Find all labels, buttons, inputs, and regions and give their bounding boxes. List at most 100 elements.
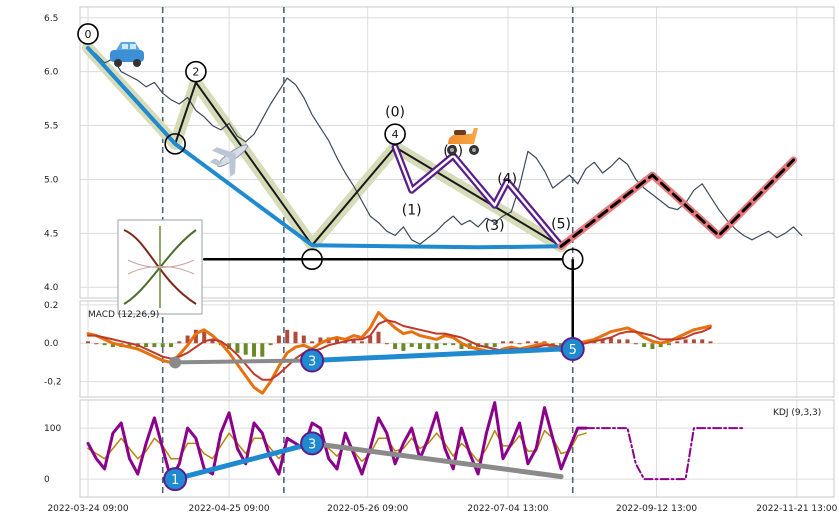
macd-histogram-bar — [110, 343, 115, 348]
panel-frames — [79, 6, 835, 498]
macd-wave-label: 5 — [569, 343, 577, 358]
kdj-gray-divergence — [309, 440, 564, 480]
x-tick-label: 2022-11-21 13:00 — [756, 504, 837, 514]
axis-ticks: 2022-03-24 09:00 2022-04-25 09:00 2022-05-… — [44, 14, 838, 514]
macd-histogram-bar — [301, 335, 306, 344]
macd-histogram-bar — [683, 339, 688, 344]
macd-histogram-bar — [169, 343, 173, 348]
macd-histogram-bar — [633, 343, 638, 345]
forecast-line — [559, 158, 795, 248]
macd-histogram-bar — [252, 343, 256, 357]
panel-frame — [79, 399, 835, 498]
macd-histogram-bar — [608, 337, 613, 344]
macd-histogram-bar — [600, 339, 605, 344]
y-tick-label: -0.2 — [44, 378, 62, 388]
macd-histogram-bar — [243, 343, 248, 355]
macd-wave-marker — [560, 337, 585, 361]
y-tick-label: 0.0 — [44, 339, 59, 349]
macd-histogram-bar — [152, 343, 157, 348]
wave-label: (1) — [402, 203, 422, 219]
panel-frame — [79, 300, 835, 398]
macd-histogram-bar — [376, 331, 381, 344]
y-tick-label: 5.5 — [44, 122, 58, 132]
macd-histogram-bar — [691, 339, 696, 344]
macd-panel — [86, 311, 713, 395]
macd-histogram-bar — [501, 341, 505, 344]
macd-histogram-bar — [675, 341, 680, 344]
y-tick-label: 4.5 — [44, 229, 58, 239]
macd-histogram-bar — [384, 343, 389, 345]
wave-label-circle — [384, 123, 406, 145]
y-tick-label: 6.0 — [44, 68, 59, 78]
macd-histogram-bar — [426, 343, 431, 349]
wave-label: (5) — [551, 217, 571, 233]
macd-histogram-bar — [492, 343, 497, 348]
wave-marker — [301, 248, 323, 271]
macd-histogram-bar — [650, 343, 655, 349]
macd-histogram-bar — [534, 341, 539, 344]
kdj-wave-label: 1 — [171, 473, 179, 488]
macd-histogram-bar — [667, 343, 671, 346]
macd-signal-line — [87, 319, 712, 381]
macd-histogram-bar — [268, 343, 273, 346]
scooter-icon — [447, 128, 479, 155]
macd-line — [86, 311, 712, 395]
macd-histogram-bar — [525, 341, 530, 344]
macd-title: MACD (12,26,9) — [88, 310, 159, 320]
wave-label-circle — [185, 60, 207, 83]
airplane-icon — [209, 144, 248, 177]
kdj-forecast-line — [585, 427, 745, 481]
macd-histogram-bar — [559, 343, 564, 348]
kdj-k-line — [87, 429, 587, 463]
inset-thumbnail — [117, 219, 203, 315]
x-tick-label: 2022-03-24 09:00 — [47, 504, 128, 514]
wave-label: 4 — [392, 128, 399, 141]
wave-label: (4) — [497, 171, 517, 187]
wave-marker — [561, 248, 584, 271]
macd-wave-marker — [300, 348, 325, 373]
macd-histogram-bar — [642, 343, 647, 348]
macd-histogram-bar — [368, 335, 373, 344]
macd-histogram-bar — [235, 343, 240, 353]
wave-label-circle — [77, 23, 99, 45]
macd-wave-label: 3 — [308, 355, 316, 370]
y-tick-label: 4.0 — [44, 283, 59, 293]
macd-histogram-bar — [409, 343, 414, 348]
macd-histogram-bar — [160, 343, 165, 348]
macd-histogram-bar — [285, 329, 290, 344]
macd-histogram-bar — [293, 331, 298, 344]
wave-label: (3) — [485, 218, 505, 234]
macd-histogram-bar — [484, 343, 489, 348]
macd-histogram-bar — [434, 343, 439, 349]
macd-histogram-bar — [418, 343, 422, 349]
kdj-wave-marker — [163, 467, 188, 492]
macd-histogram-bar — [617, 339, 622, 344]
x-tick-label: 2022-09-12 13:00 — [616, 504, 697, 514]
macd-histogram-bar — [509, 341, 514, 344]
macd-histogram-bar — [451, 343, 456, 346]
macd-histogram-bar — [210, 339, 215, 344]
minor-wave-inner — [393, 145, 563, 248]
x-tick-label: 2022-04-25 09:00 — [189, 504, 270, 514]
panel-frame — [79, 6, 835, 299]
wave-label: 2 — [192, 66, 199, 79]
macd-histogram-bar — [86, 341, 90, 344]
macd-histogram-bar — [442, 343, 447, 346]
wave-label: 0 — [85, 28, 92, 41]
macd-histogram-bar — [700, 339, 705, 344]
macd-histogram-bar — [94, 343, 99, 345]
macd-histogram-bar — [517, 343, 522, 345]
y-tick-label: 0 — [44, 475, 50, 485]
wave-band — [82, 42, 568, 253]
macd-histogram-bar — [144, 343, 149, 348]
macd-histogram-bar — [401, 343, 406, 351]
macd-histogram-bar — [393, 343, 398, 349]
kdj-wave-label: 3 — [308, 437, 316, 452]
macd-histogram-bar — [260, 343, 265, 357]
macd-histogram-bar — [127, 343, 132, 348]
wave-marker — [164, 133, 186, 155]
macd-histogram-bar — [185, 335, 190, 344]
x-tick-label: 2022-07-04 13:00 — [467, 504, 548, 514]
